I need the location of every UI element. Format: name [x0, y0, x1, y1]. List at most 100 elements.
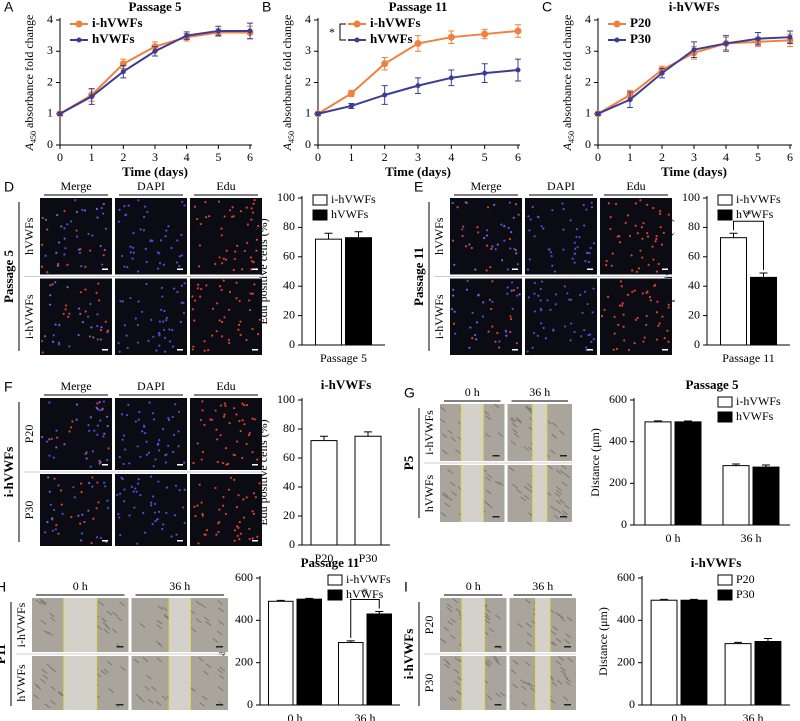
cell-texture — [524, 661, 531, 667]
cell-nucleus — [574, 247, 577, 250]
cell-nucleus — [243, 423, 246, 426]
cell-nucleus — [659, 209, 662, 213]
cell-texture — [41, 599, 48, 605]
scale-bar — [177, 268, 183, 270]
cell-nucleus — [68, 312, 71, 315]
cell-nucleus — [193, 319, 196, 322]
cell-nucleus — [659, 226, 662, 229]
cell-nucleus — [64, 247, 67, 250]
cell-texture — [510, 440, 517, 446]
cell-nucleus — [199, 418, 203, 422]
cell-texture — [550, 630, 557, 636]
cell-nucleus — [228, 341, 231, 344]
cell-nucleus — [254, 496, 257, 499]
cell-nucleus — [62, 312, 65, 315]
cell-nucleus — [583, 224, 586, 227]
cell-texture — [517, 623, 523, 628]
cell-texture — [494, 403, 500, 409]
row-label: hVWFs — [14, 664, 28, 702]
point — [514, 27, 522, 35]
cell-nucleus — [175, 533, 178, 536]
cell-texture — [219, 666, 226, 672]
cell-nucleus — [93, 429, 96, 432]
cell-nucleus — [642, 340, 645, 343]
cell-nucleus — [552, 328, 555, 331]
cell-texture — [100, 670, 107, 675]
cell-nucleus — [586, 302, 589, 306]
cell-nucleus — [138, 410, 141, 414]
cell-nucleus — [256, 458, 259, 461]
cell-nucleus — [102, 212, 105, 215]
cell-nucleus — [515, 252, 518, 255]
cell-nucleus — [152, 418, 156, 421]
cell-nucleus — [220, 234, 223, 237]
cell-nucleus — [41, 339, 44, 343]
point — [515, 67, 521, 73]
cell-nucleus — [83, 209, 87, 212]
cell-nucleus — [120, 413, 124, 416]
cell-nucleus — [508, 201, 511, 204]
cell-texture — [163, 615, 170, 620]
cell-nucleus — [471, 311, 474, 314]
group-label: Passage 5 — [1, 249, 16, 303]
cell-nucleus — [551, 209, 554, 212]
error-bar — [324, 232, 333, 240]
cell-nucleus — [452, 294, 455, 297]
cell-nucleus — [500, 223, 503, 226]
legend-label: i-hVWFs — [736, 192, 781, 206]
cell-nucleus — [156, 443, 159, 446]
cell-nucleus — [92, 517, 95, 520]
cell-texture — [218, 674, 225, 680]
cell-nucleus — [493, 203, 496, 206]
cell-nucleus — [239, 210, 243, 213]
cell-nucleus — [245, 206, 248, 209]
cell-nucleus — [193, 299, 197, 302]
cell-nucleus — [196, 283, 200, 286]
cell-nucleus — [228, 290, 232, 294]
cell-nucleus — [590, 206, 594, 209]
cell-nucleus — [468, 346, 471, 349]
column-label: Merge — [470, 179, 501, 193]
cell-nucleus — [60, 225, 63, 228]
cell-nucleus — [145, 440, 148, 443]
cell-nucleus — [215, 330, 218, 333]
micrograph — [190, 278, 262, 355]
cell-nucleus — [222, 495, 225, 499]
cell-nucleus — [95, 291, 98, 295]
point — [89, 94, 95, 100]
y-tick-label: 1 — [305, 106, 311, 120]
panel-letter: G — [404, 385, 415, 401]
cell-nucleus — [137, 418, 140, 421]
cell-texture — [133, 658, 140, 664]
cell-nucleus — [257, 333, 260, 336]
significance-bracket — [733, 220, 764, 270]
cell-nucleus — [486, 229, 489, 232]
cell-texture — [484, 662, 491, 668]
cell-nucleus — [99, 338, 102, 341]
legend-label: i-hVWFs — [331, 192, 376, 206]
cell-nucleus — [150, 504, 153, 507]
cell-nucleus — [87, 315, 90, 318]
cell-texture — [493, 657, 500, 663]
cell-nucleus — [550, 255, 553, 258]
cell-texture — [560, 470, 566, 475]
cell-nucleus — [237, 328, 240, 331]
cell-nucleus — [243, 249, 246, 253]
cell-nucleus — [147, 451, 151, 454]
cell-nucleus — [253, 418, 256, 421]
cell-nucleus — [224, 258, 228, 261]
cell-nucleus — [487, 330, 490, 333]
x-tick-label: 0 h — [288, 711, 303, 721]
micrograph — [40, 398, 112, 470]
cell-nucleus — [137, 478, 140, 481]
cell-nucleus — [615, 347, 618, 350]
cell-nucleus — [151, 412, 155, 415]
cell-texture — [446, 603, 453, 608]
cell-nucleus — [533, 310, 536, 313]
cell-nucleus — [136, 323, 139, 327]
bar — [680, 599, 708, 706]
cell-nucleus — [165, 319, 168, 322]
cell-nucleus — [79, 522, 82, 525]
cell-nucleus — [161, 295, 164, 298]
bar — [650, 599, 678, 706]
